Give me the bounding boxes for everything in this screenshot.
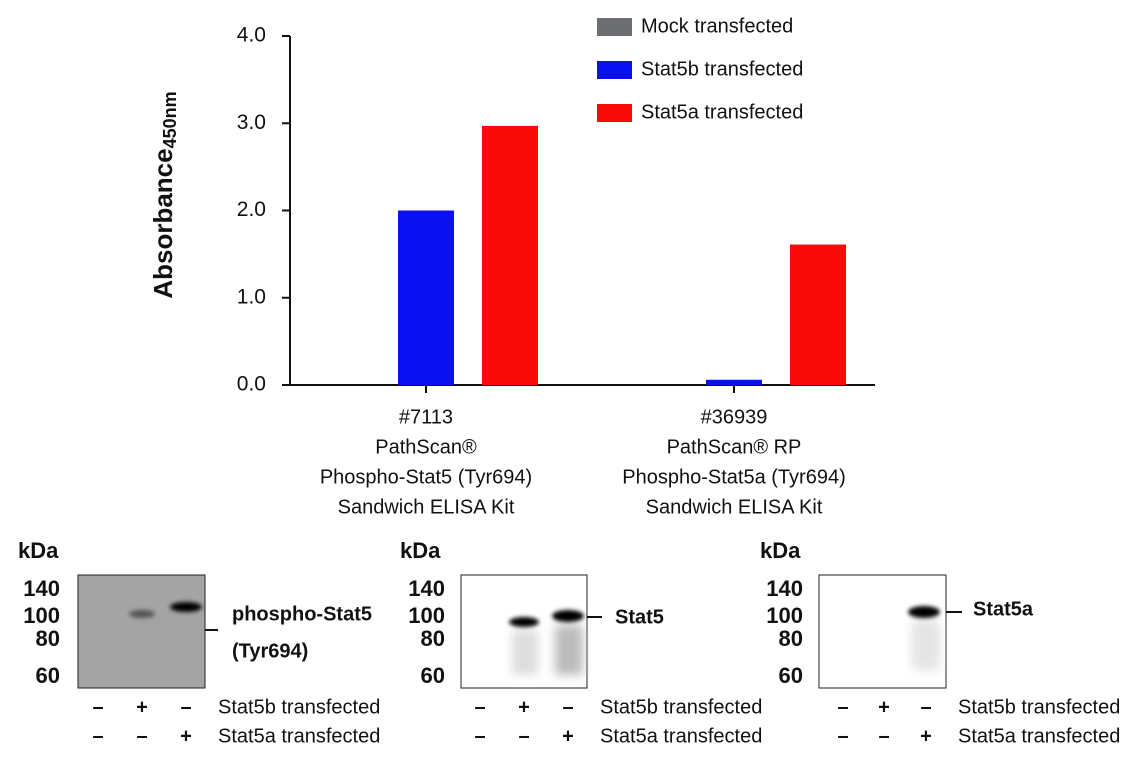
x-tick-label: #7113 xyxy=(399,406,453,428)
blot-unit: kDa xyxy=(400,538,441,563)
lane-sign: – xyxy=(474,725,485,747)
lane-sign: + xyxy=(920,725,932,747)
y-tick-label: 4.0 xyxy=(237,24,266,47)
legend-label: Stat5a transfected xyxy=(641,101,803,123)
x-tick-label: PathScan® RP xyxy=(667,436,802,458)
bar xyxy=(398,210,454,385)
marker-label: 60 xyxy=(779,663,803,688)
band-label: Stat5 xyxy=(615,606,664,628)
marker-label: 100 xyxy=(408,603,445,628)
band xyxy=(509,617,539,627)
x-tick-label: Phospho-Stat5a (Tyr694) xyxy=(622,466,845,488)
marker-label: 80 xyxy=(779,626,803,651)
smear xyxy=(912,620,940,670)
lane-sign: + xyxy=(180,725,192,747)
blot-1 xyxy=(77,574,206,689)
bar xyxy=(706,379,762,385)
lane-sign: + xyxy=(562,725,574,747)
lane-sign: – xyxy=(518,725,529,747)
marker-label: 100 xyxy=(766,603,803,628)
lane-sign: – xyxy=(837,725,848,747)
lane-sign: + xyxy=(136,696,148,718)
row-label: Stat5b transfected xyxy=(958,696,1120,718)
y-axis-label: Absorbance450nm xyxy=(148,91,180,298)
y-label-main: Absorbance xyxy=(148,148,178,298)
row-label: Stat5a transfected xyxy=(600,725,762,747)
legend-label: Mock transfected xyxy=(641,15,793,37)
row-label: Stat5b transfected xyxy=(218,696,380,718)
row-label: Stat5a transfected xyxy=(958,725,1120,747)
blot-unit: kDa xyxy=(760,538,801,563)
legend-swatch xyxy=(597,61,632,79)
row-label: Stat5a transfected xyxy=(218,725,380,747)
band xyxy=(552,610,584,622)
x-tick-label: PathScan® xyxy=(375,436,477,458)
x-tick-label: Sandwich ELISA Kit xyxy=(646,496,823,518)
marker-label: 80 xyxy=(36,626,60,651)
x-tick-label: Phospho-Stat5 (Tyr694) xyxy=(320,466,532,488)
lane-sign: – xyxy=(920,696,931,718)
marker-label: 80 xyxy=(421,626,445,651)
marker-label: 60 xyxy=(36,663,60,688)
marker-label: 100 xyxy=(23,603,60,628)
marker-label: 140 xyxy=(23,576,60,601)
lane-sign: – xyxy=(180,696,191,718)
y-tick-label: 0.0 xyxy=(237,373,266,396)
lane-sign: – xyxy=(136,725,147,747)
marker-label: 60 xyxy=(421,663,445,688)
lane-sign: – xyxy=(92,725,103,747)
x-tick-label: #36939 xyxy=(701,406,768,428)
smear xyxy=(555,625,583,675)
x-tick-label: Sandwich ELISA Kit xyxy=(338,496,515,518)
smear xyxy=(512,630,538,675)
lane-sign: – xyxy=(92,696,103,718)
marker-label: 140 xyxy=(766,576,803,601)
legend-swatch xyxy=(597,104,632,122)
lane-sign: – xyxy=(474,696,485,718)
bar xyxy=(790,244,846,385)
y-tick-label: 3.0 xyxy=(237,111,266,134)
blot-bands xyxy=(77,574,947,689)
band xyxy=(129,610,155,618)
y-tick-label: 1.0 xyxy=(237,285,266,308)
marker-label: 140 xyxy=(408,576,445,601)
band-label: phospho-Stat5 xyxy=(232,603,372,625)
y-label-sub: 450nm xyxy=(160,91,180,148)
band xyxy=(170,602,202,612)
lane-sign: – xyxy=(878,725,889,747)
band xyxy=(908,606,940,618)
bar xyxy=(482,125,538,386)
lane-sign: + xyxy=(878,696,890,718)
blot-unit: kDa xyxy=(18,538,59,563)
lane-sign: + xyxy=(518,696,530,718)
band-label: Stat5a xyxy=(973,598,1034,620)
legend-swatch xyxy=(597,18,632,36)
row-label: Stat5b transfected xyxy=(600,696,762,718)
y-tick-label: 2.0 xyxy=(237,198,266,221)
lane-sign: – xyxy=(562,696,573,718)
band-label: (Tyr694) xyxy=(232,640,308,662)
lane-sign: – xyxy=(837,696,848,718)
legend-label: Stat5b transfected xyxy=(641,58,803,80)
